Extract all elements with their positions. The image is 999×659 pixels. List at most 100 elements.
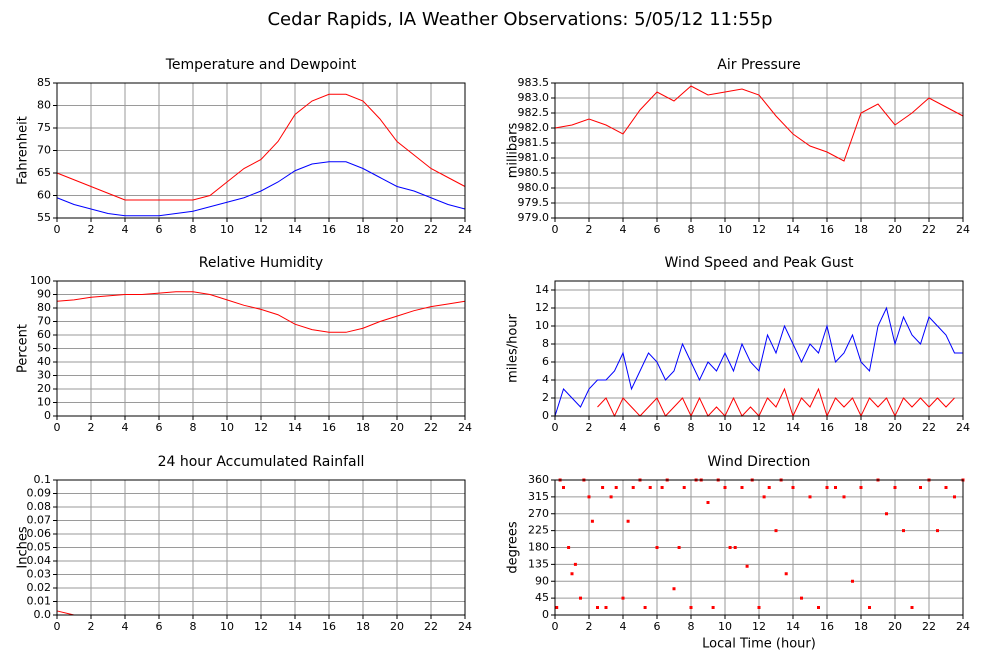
- data-point: [711, 606, 715, 609]
- y-tick-label: 40: [37, 355, 51, 368]
- x-tick-label: 6: [654, 620, 661, 633]
- y-tick-label: 983.0: [518, 91, 550, 104]
- x-tick-label: 8: [190, 223, 197, 236]
- y-tick-label: 30: [37, 369, 51, 382]
- x-tick-label: 0: [552, 223, 559, 236]
- data-point: [800, 596, 803, 600]
- x-tick-label: 10: [718, 223, 732, 236]
- data-point: [893, 486, 897, 489]
- x-tick-label: 10: [718, 620, 732, 633]
- y-tick-label: 20: [37, 382, 51, 395]
- data-point: [784, 572, 788, 576]
- x-tick-label: 24: [956, 223, 970, 236]
- data-point: [902, 529, 905, 533]
- y-tick-label: 0: [542, 608, 549, 621]
- data-point: [660, 486, 664, 489]
- data-point: [573, 562, 577, 566]
- data-point: [825, 486, 829, 489]
- data-point: [621, 596, 625, 600]
- y-tick-label: 14: [535, 283, 549, 296]
- data-point: [762, 495, 766, 499]
- data-point: [740, 486, 744, 489]
- x-tick-label: 16: [322, 421, 336, 434]
- y-tick-label: 0.05: [27, 541, 52, 554]
- x-tick-label: 16: [322, 223, 336, 236]
- x-tick-label: 0: [54, 620, 61, 633]
- y-tick-label: 8: [542, 337, 549, 350]
- y-tick-label: 45: [535, 591, 549, 604]
- plot-frame: [56, 280, 466, 417]
- x-tick-label: 20: [888, 421, 902, 434]
- y-tick-label: 55: [37, 211, 51, 224]
- x-tick-label: 14: [288, 223, 302, 236]
- x-tick-label: 22: [424, 421, 438, 434]
- data-point: [868, 606, 871, 609]
- y-tick-label: 60: [37, 328, 51, 341]
- data-point: [885, 512, 888, 516]
- y-axis-label: degrees: [506, 521, 521, 574]
- x-tick-label: 18: [854, 620, 868, 633]
- y-tick-label: 0.04: [27, 554, 52, 567]
- x-tick-label: 12: [752, 223, 766, 236]
- x-tick-label: 10: [220, 421, 234, 434]
- x-tick-label: 6: [156, 223, 163, 236]
- x-tick-label: 0: [552, 620, 559, 633]
- y-tick-label: 0.1: [34, 473, 52, 486]
- x-tick-label: 10: [718, 421, 732, 434]
- data-point: [817, 606, 820, 609]
- x-tick-label: 22: [424, 223, 438, 236]
- y-tick-label: 0: [542, 409, 549, 422]
- x-tick-label: 18: [854, 223, 868, 236]
- data-point: [609, 495, 613, 499]
- data-point: [953, 495, 956, 499]
- x-tick-label: 24: [458, 421, 472, 434]
- y-tick-label: 65: [37, 166, 51, 179]
- x-tick-label: 2: [586, 421, 593, 434]
- y-tick-label: 135: [528, 557, 549, 570]
- data-point: [631, 486, 635, 489]
- x-tick-label: 14: [786, 620, 800, 633]
- y-tick-label: 4: [542, 373, 549, 386]
- x-tick-label: 8: [688, 620, 695, 633]
- x-tick-label: 14: [786, 421, 800, 434]
- data-point: [596, 606, 599, 609]
- x-tick-label: 12: [752, 421, 766, 434]
- y-tick-label: 0.08: [27, 500, 52, 513]
- y-tick-label: 982.0: [518, 121, 550, 134]
- x-tick-label: 0: [54, 223, 61, 236]
- x-tick-label: 8: [190, 620, 197, 633]
- data-point: [851, 579, 854, 583]
- x-tick-label: 20: [888, 223, 902, 236]
- x-tick-label: 22: [922, 620, 936, 633]
- x-tick-label: 6: [654, 223, 661, 236]
- x-tick-label: 22: [922, 421, 936, 434]
- y-tick-label: 315: [528, 490, 549, 503]
- data-point: [655, 546, 659, 549]
- x-tick-label: 8: [688, 223, 695, 236]
- data-point: [579, 596, 582, 600]
- x-tick-label: 12: [254, 421, 268, 434]
- y-tick-label: 10: [37, 396, 51, 409]
- x-tick-label: 4: [620, 620, 627, 633]
- x-tick-label: 16: [820, 421, 834, 434]
- y-tick-label: 50: [37, 342, 51, 355]
- y-tick-label: 90: [535, 574, 549, 587]
- x-tick-label: 22: [922, 223, 936, 236]
- panel-title: Temperature and Dewpoint: [165, 57, 357, 73]
- data-point: [728, 546, 732, 549]
- y-tick-label: 0.07: [27, 514, 52, 527]
- data-point: [570, 572, 574, 576]
- panel-title: Wind Direction: [708, 454, 811, 470]
- x-tick-label: 10: [220, 223, 234, 236]
- y-axis-label: Inches: [16, 526, 31, 568]
- data-point: [767, 486, 771, 489]
- x-tick-label: 6: [156, 421, 163, 434]
- x-tick-label: 4: [620, 223, 627, 236]
- data-point: [648, 486, 652, 489]
- data-point: [604, 606, 608, 609]
- y-axis-label: miles/hour: [506, 313, 521, 382]
- y-tick-label: 60: [37, 189, 51, 202]
- x-tick-label: 18: [356, 421, 370, 434]
- y-tick-label: 0.09: [27, 487, 52, 500]
- y-tick-label: 10: [535, 319, 549, 332]
